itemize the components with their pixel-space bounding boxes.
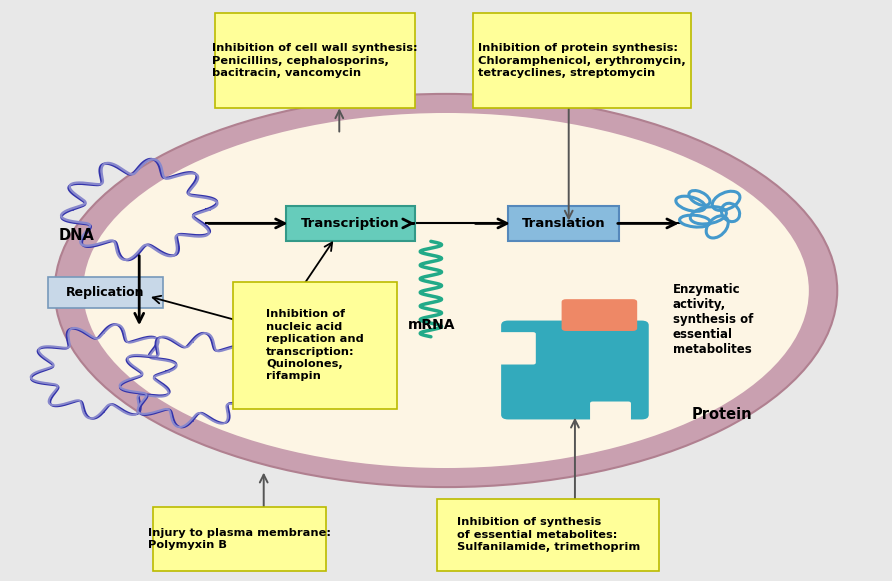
FancyBboxPatch shape — [153, 507, 326, 571]
Text: Enzymatic
activity,
synthesis of
essential
metabolites: Enzymatic activity, synthesis of essenti… — [673, 283, 753, 356]
FancyBboxPatch shape — [286, 206, 415, 241]
FancyBboxPatch shape — [501, 321, 648, 419]
Text: Replication: Replication — [66, 286, 145, 299]
FancyBboxPatch shape — [215, 13, 415, 109]
Text: mRNA: mRNA — [408, 318, 456, 332]
FancyBboxPatch shape — [590, 401, 631, 428]
Text: Protein: Protein — [691, 407, 752, 422]
Text: Inhibition of synthesis
of essential metabolites:
Sulfanilamide, trimethoprim: Inhibition of synthesis of essential met… — [457, 518, 640, 552]
FancyBboxPatch shape — [562, 299, 637, 331]
FancyBboxPatch shape — [437, 498, 659, 571]
FancyBboxPatch shape — [508, 206, 619, 241]
Text: Transcription: Transcription — [301, 217, 400, 230]
Text: Translation: Translation — [522, 217, 606, 230]
FancyBboxPatch shape — [47, 277, 163, 308]
Text: Inhibition of
nucleic acid
replication and
transcription:
Quinolones,
rifampin: Inhibition of nucleic acid replication a… — [266, 310, 364, 382]
FancyBboxPatch shape — [497, 332, 536, 364]
Ellipse shape — [81, 111, 811, 470]
Text: DNA: DNA — [59, 228, 95, 243]
FancyBboxPatch shape — [233, 282, 397, 409]
FancyBboxPatch shape — [473, 13, 690, 109]
Text: Injury to plasma membrane:
Polymyxin B: Injury to plasma membrane: Polymyxin B — [148, 528, 331, 550]
Ellipse shape — [54, 94, 838, 487]
Text: Inhibition of protein synthesis:
Chloramphenicol, erythromycin,
tetracyclines, s: Inhibition of protein synthesis: Chloram… — [478, 43, 685, 78]
Text: Inhibition of cell wall synthesis:
Penicillins, cephalosporins,
bacitracin, vanc: Inhibition of cell wall synthesis: Penic… — [212, 43, 417, 78]
